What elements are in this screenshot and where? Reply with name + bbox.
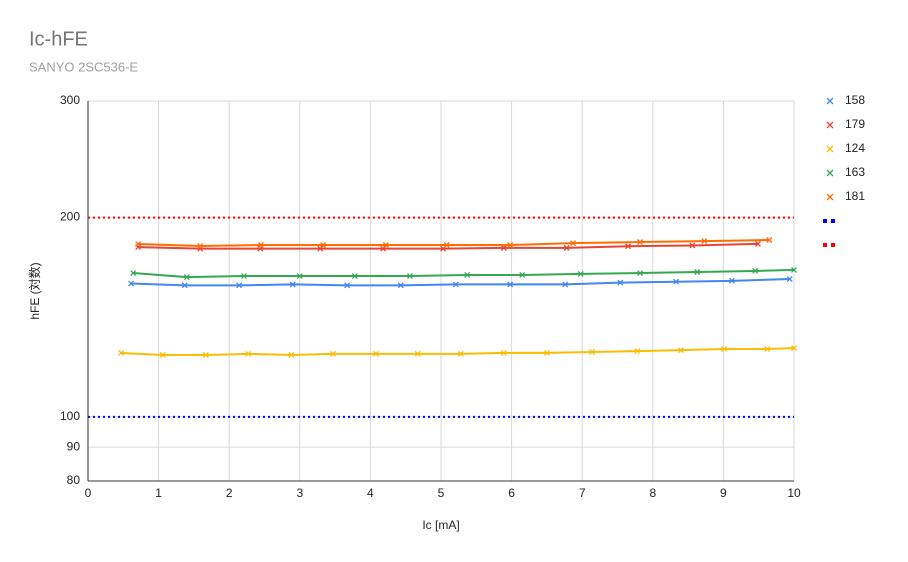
legend-marker [826,169,834,177]
x-tick-label: 8 [649,486,656,500]
x-tick-label: 4 [367,486,374,500]
data-point [543,349,550,356]
x-tick-label: 5 [438,486,445,500]
data-point [507,242,514,248]
data-point [457,350,464,357]
data-point [406,273,413,279]
data-point [721,346,728,352]
y-tick-label: 300 [60,93,80,107]
y-tick-label: 90 [67,439,81,453]
data-point [181,282,188,289]
data-point [791,266,797,273]
y-tick-label: 100 [60,409,80,423]
data-point [786,276,793,282]
x-tick-label: 7 [579,486,586,500]
data-point [452,281,459,288]
data-point [764,346,771,352]
x-tick-label: 0 [85,486,92,500]
x-tick-label: 9 [720,486,727,500]
data-point [570,240,576,247]
data-point [673,278,680,285]
data-point [330,350,336,357]
series-line [131,278,790,287]
data-point [414,350,421,357]
legend-marker [826,193,834,201]
data-point [288,352,295,358]
legend-marker [826,97,834,105]
x-tick-label: 10 [787,486,801,500]
data-point [289,281,296,288]
data-point [373,350,380,357]
data-point [500,349,507,356]
data-point [791,345,797,352]
data-point [728,277,735,284]
data-point [766,237,773,243]
data-point [563,244,570,251]
data-point [382,242,389,248]
series-line [121,347,795,357]
data-point [507,281,514,288]
data-point [562,281,569,288]
data-point [689,242,696,249]
data-point [637,239,644,245]
x-tick-label: 1 [155,486,162,500]
x-tick-label: 3 [296,486,303,500]
x-tick-label: 6 [508,486,515,500]
data-point [128,280,135,287]
x-axis-title: Ic [mA] [422,518,459,532]
data-point [159,352,166,358]
data-point [701,238,708,245]
data-point [443,242,450,248]
legend-label: 158 [845,93,865,107]
data-point [464,272,471,278]
data-point [678,347,684,354]
y-tick-label: 200 [60,210,80,224]
data-point [351,273,358,279]
data-point [755,240,761,247]
legend-label: 163 [845,165,865,179]
legend-label: 181 [845,189,865,203]
x-tick-label: 2 [226,486,233,500]
data-point [197,242,204,249]
legend-marker [826,145,834,153]
data-point [183,274,190,281]
data-point [296,273,303,279]
legend-label: 124 [845,141,865,155]
data-point [320,242,327,248]
data-point [118,349,125,356]
data-point [245,350,252,357]
y-axis-title: hFE (対数) [27,262,42,319]
data-point [130,270,137,277]
legend-marker [826,121,834,129]
data-point [202,352,209,358]
data-point [258,242,264,248]
data-point [344,282,351,289]
legend-marker [831,219,835,223]
data-point [397,282,404,289]
legend-marker [831,243,835,247]
legend-marker [823,219,827,223]
chart-subtitle: SANYO 2SC536-E [29,59,138,74]
data-point [694,269,701,275]
data-point [241,273,247,279]
data-point [577,270,584,277]
data-point [617,279,624,286]
data-point [236,282,243,289]
data-point [589,349,596,355]
data-point [500,244,507,251]
data-point [135,241,142,248]
data-point [634,348,641,355]
y-tick-label: 80 [67,473,81,487]
data-point [625,243,632,250]
legend-marker [823,243,827,247]
legend-label: 179 [845,117,865,131]
data-point [519,272,526,278]
chart-title: Ic-hFE [29,28,88,50]
data-point [637,270,644,277]
data-point [752,268,759,274]
